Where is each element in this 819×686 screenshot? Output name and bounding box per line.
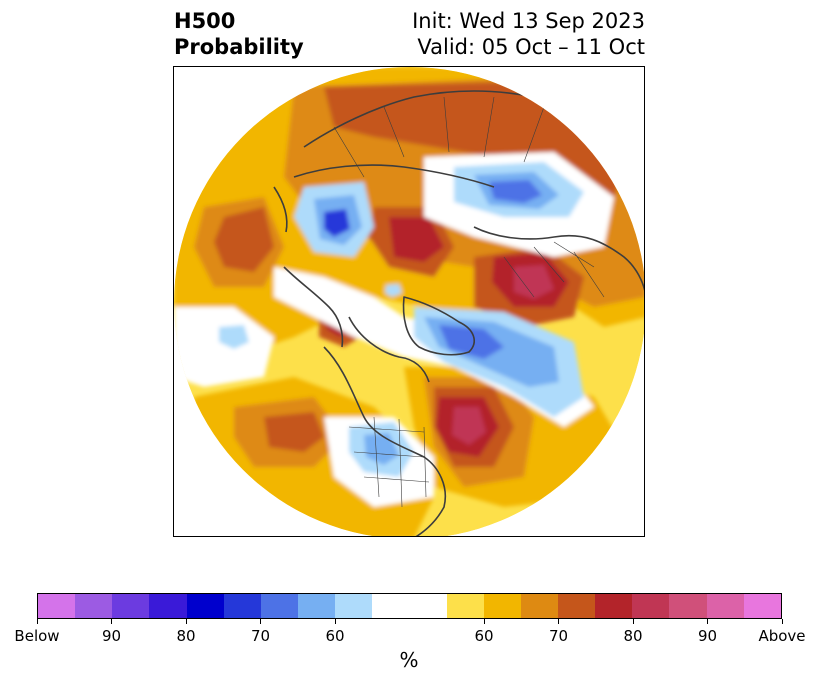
coast-siberia (293, 164, 495, 188)
colorbar-segment (632, 594, 670, 618)
title-product: Probability (174, 35, 304, 59)
colorbar-tick-label: 70 (250, 627, 271, 645)
neutral-west (174, 307, 274, 387)
contour-crimson-east (514, 265, 554, 299)
coast-arctic-canada (348, 316, 430, 383)
title-init-date: Init: Wed 13 Sep 2023 (412, 9, 645, 33)
colorbar-tick-label: 60 (325, 627, 345, 645)
colorbar-tick-label: Below (14, 627, 60, 645)
probability-map (173, 66, 645, 537)
borders-us (348, 416, 430, 508)
colorbar-tick-label: Above (758, 627, 806, 645)
contour-dark-orange-sw (264, 412, 324, 452)
colorbar-tickmark (334, 619, 336, 624)
coast-north-america (323, 346, 446, 536)
title-valid-range: Valid: 05 Oct – 11 Oct (417, 35, 645, 59)
colorbar-segment (112, 594, 150, 618)
colorbar-segment (669, 594, 707, 618)
colorbar-segment (260, 594, 298, 618)
colorbar-tickmark (483, 619, 485, 624)
coast-europe (473, 226, 644, 298)
colorbar-tickmark (260, 619, 261, 624)
coast-alaska (283, 266, 344, 348)
colorbar-segment (297, 594, 336, 618)
colorbar-segment (557, 594, 596, 618)
coast-greenland (402, 296, 475, 356)
title-left: H500 Probability (174, 8, 304, 60)
colorbar-segment (483, 594, 521, 618)
map-disk (174, 67, 644, 536)
colorbar-tickmark (111, 619, 112, 624)
borders-europe (503, 241, 605, 298)
colorbar-segment (186, 594, 224, 618)
colorbar-segment (520, 594, 558, 618)
colorbar-tick-label: 60 (474, 627, 494, 645)
contour-pale-blue-west (219, 325, 249, 349)
coast-kamchatka (273, 186, 288, 233)
colorbar-segment (706, 594, 744, 618)
colorbar-segment (595, 594, 633, 618)
colorbar-segment (38, 594, 76, 618)
colorbar-segment (743, 594, 781, 618)
colorbar-tick-label: 90 (697, 627, 718, 645)
colorbar-segment (409, 594, 447, 618)
colorbar-tickmark (781, 619, 783, 624)
colorbar-segment (149, 594, 187, 618)
contour-blue-nw (324, 209, 350, 237)
colorbar-label: % (399, 648, 419, 672)
contour-red-mid (389, 217, 444, 262)
colorbar-tick-label: 70 (548, 627, 569, 645)
colorbar-tickmark (36, 619, 38, 624)
contour-pale-blue-dot (385, 284, 402, 297)
title-variable: H500 (174, 9, 236, 33)
colorbar-tick-label: 90 (101, 627, 122, 645)
contour-mid-blue-center (439, 325, 504, 359)
colorbar-segment (335, 594, 373, 618)
colorbar-segment (446, 594, 484, 618)
coastlines (273, 90, 644, 536)
colorbar-tickmark (632, 619, 634, 624)
colorbar-tick-label: 80 (176, 627, 196, 645)
title-right: Init: Wed 13 Sep 2023 Valid: 05 Oct – 11… (412, 8, 645, 60)
colorbar-tick-label: 80 (623, 627, 643, 645)
borders-asia (333, 96, 545, 178)
colorbar-segment (75, 594, 113, 618)
contour-dark-orange-west (214, 207, 274, 272)
colorbar-segment (372, 594, 410, 618)
colorbar-segment (223, 594, 261, 618)
colorbar (37, 593, 782, 619)
political-borders (333, 96, 605, 508)
contour-mid-blue-north (489, 180, 542, 203)
contour-crimson-se (452, 407, 486, 445)
colorbar-tickmark (185, 619, 187, 624)
colorbar-tickmark (707, 619, 708, 624)
map-canvas (174, 67, 644, 536)
colorbar-tickmark (558, 619, 559, 624)
